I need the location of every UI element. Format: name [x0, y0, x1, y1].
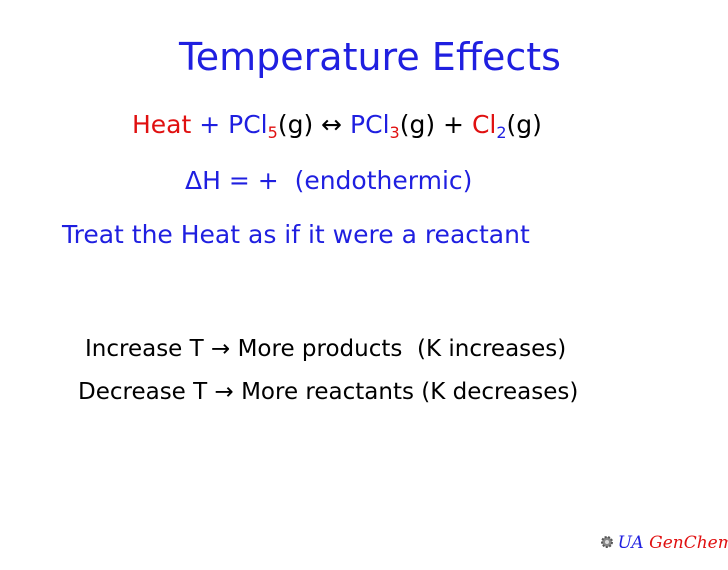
equation-subscript: 2 [496, 123, 507, 142]
equation-part: (g) + [399, 110, 472, 139]
footer-left: UA [617, 533, 644, 553]
equation-part: Heat [132, 110, 192, 139]
equation-part: + PCl [191, 110, 268, 139]
rule: Treat the Heat as if it were a reactant [62, 220, 530, 249]
effect: Decrease T → More reactants (K decreases… [78, 379, 579, 405]
footer-right: GenChem [649, 533, 728, 553]
equation-part: (g) [506, 110, 542, 139]
equation: Heat + PCl5(g) ↔ PCl3(g) + Cl2(g) [132, 110, 542, 141]
equation-part: (g) [277, 110, 322, 139]
equation-subscript: 3 [389, 123, 400, 142]
title: Temperature Effects [179, 35, 561, 79]
slide: Temperature Effects Heat + PCl5(g) ↔ PCl… [62, 35, 728, 552]
enthalpy: ΔH = + (endothermic) [185, 166, 473, 195]
equation-part: Cl [471, 110, 497, 139]
equation-arrow: ↔ [321, 110, 343, 139]
equation-part: PCl [342, 110, 390, 139]
footer: UA GenChem [578, 518, 728, 569]
gear-icon [600, 536, 613, 548]
equation-subscript: 5 [267, 123, 278, 142]
effect: Increase T → More products (K increases) [85, 336, 567, 362]
